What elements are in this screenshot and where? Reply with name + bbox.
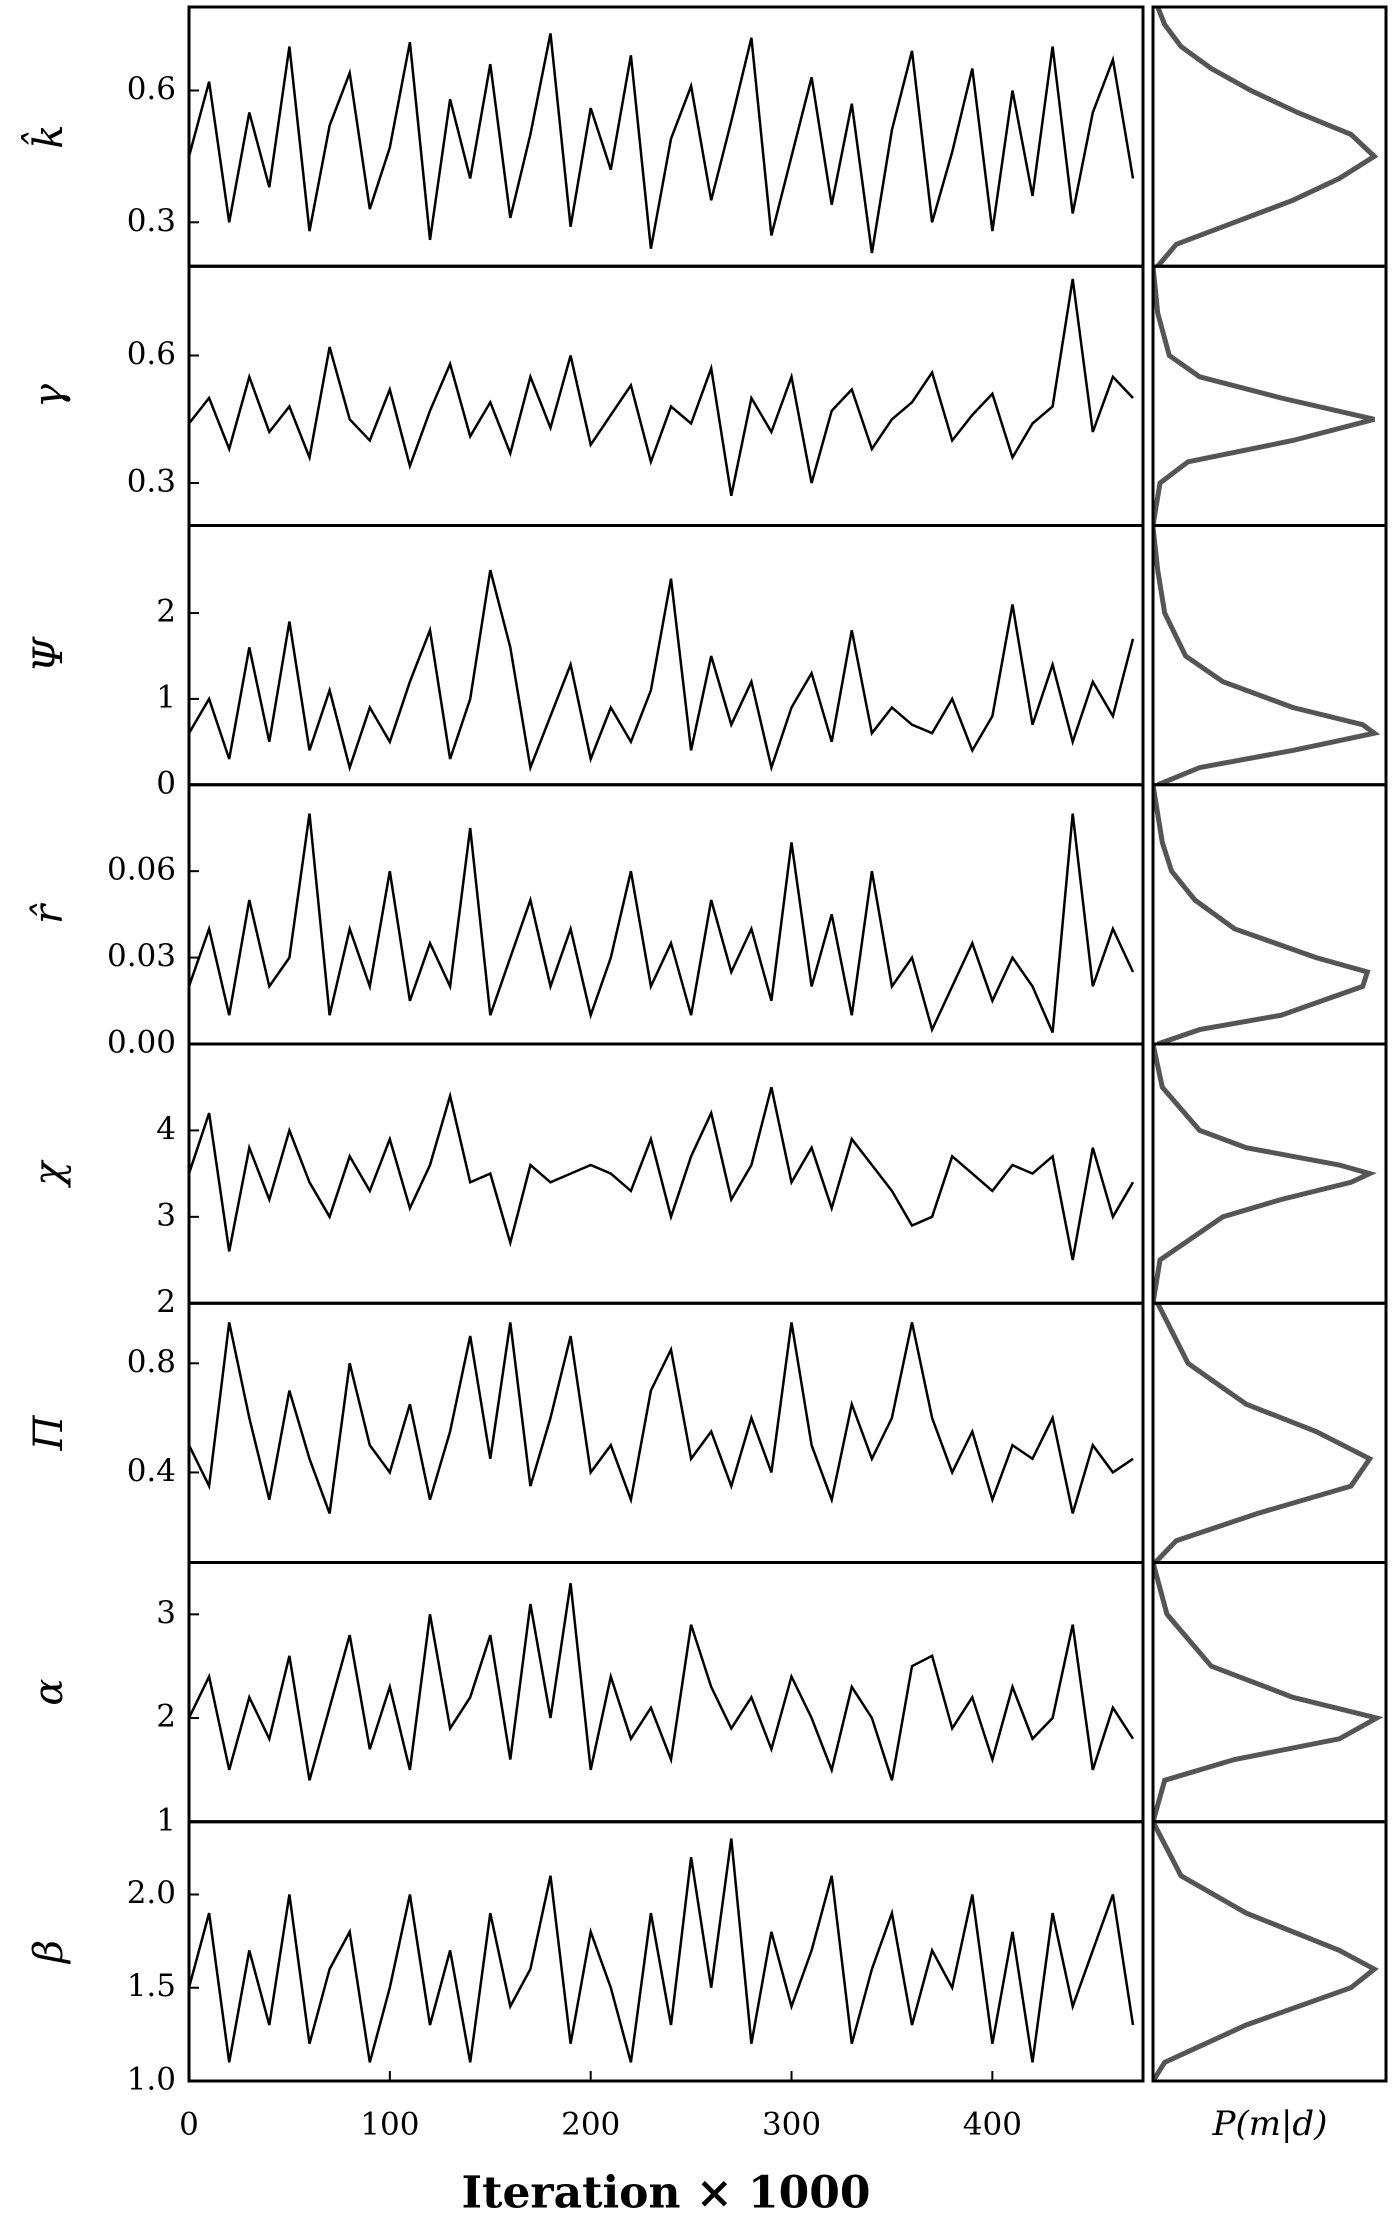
y-tick-label: 2 [156, 1284, 176, 1320]
y-tick-label: 0.03 [107, 938, 176, 974]
y-tick-label: 0.4 [127, 1453, 176, 1489]
x-tick-label: 200 [561, 2107, 620, 2143]
density-curve [1153, 784, 1371, 1044]
y-tick-label: 1.0 [127, 2062, 176, 2098]
y-axis-label: γ [26, 384, 72, 408]
y-axis-label: k̂ [22, 125, 72, 149]
trace-line [189, 1838, 1135, 2063]
trace-line [189, 1583, 1135, 1781]
trace-frame [187, 1561, 1145, 1824]
y-tick-label: 4 [156, 1111, 176, 1147]
trace-frame [187, 1301, 1145, 1564]
y-tick-label: 3 [156, 1197, 176, 1233]
density-curve [1153, 526, 1381, 785]
density-label: P(m|d) [1212, 2104, 1328, 2144]
density-curve [1153, 1562, 1384, 1822]
y-axis-label: Ψ [26, 636, 72, 673]
x-tick-label: 300 [762, 2107, 821, 2143]
y-axis-label: χ [26, 1159, 72, 1189]
density-curve [1153, 266, 1375, 526]
y-tick-label: 2 [156, 1699, 176, 1735]
y-tick-label: 0.6 [127, 71, 176, 107]
y-tick-label: 2 [156, 594, 176, 630]
y-tick-label: 2.0 [127, 1875, 176, 1911]
x-tick-label: 100 [360, 2107, 419, 2143]
density-frame [1151, 783, 1388, 1046]
density-frame [1151, 1042, 1388, 1305]
y-tick-label: 0.8 [127, 1344, 176, 1380]
density-curve [1153, 1044, 1377, 1304]
trace-frame [187, 1042, 1145, 1305]
y-tick-label: 3 [156, 1595, 176, 1631]
density-curve [1153, 1821, 1379, 2081]
trace-line [189, 1086, 1135, 1261]
trace-frame [187, 1820, 1145, 2083]
y-tick-label: 0.3 [127, 203, 176, 239]
y-axis-label: α [26, 1679, 72, 1706]
y-tick-label: 1 [156, 1802, 176, 1838]
trace-line [189, 569, 1135, 773]
density-frame [1151, 1820, 1388, 2083]
y-tick-label: 1 [156, 679, 176, 715]
density-frame [1151, 1561, 1388, 1824]
x-tick-label: 400 [963, 2107, 1022, 2143]
y-axis-label: β [26, 1940, 72, 1965]
trace-line [189, 33, 1135, 254]
y-tick-label: 1.5 [127, 1968, 176, 2004]
y-axis-label: r̂ [26, 902, 72, 924]
trace-frame [187, 264, 1145, 527]
y-tick-label: 0 [156, 765, 176, 801]
density-curve [1155, 7, 1379, 267]
y-tick-label: 0.06 [107, 852, 176, 888]
trace-line [189, 278, 1134, 497]
density-frame [1151, 1301, 1388, 1564]
trace-frame [187, 5, 1145, 268]
trace-line [189, 813, 1135, 1034]
trace-line [189, 1322, 1134, 1514]
density-curve [1153, 1303, 1374, 1563]
y-tick-label: 0.00 [107, 1025, 176, 1061]
x-axis-label: Iteration × 1000 [462, 2168, 871, 2219]
y-tick-label: 0.6 [127, 336, 176, 372]
y-tick-label: 0.3 [127, 464, 176, 500]
trace-frame [187, 524, 1145, 787]
y-axis-label: Π [26, 1414, 72, 1451]
x-tick-label: 0 [179, 2107, 199, 2143]
